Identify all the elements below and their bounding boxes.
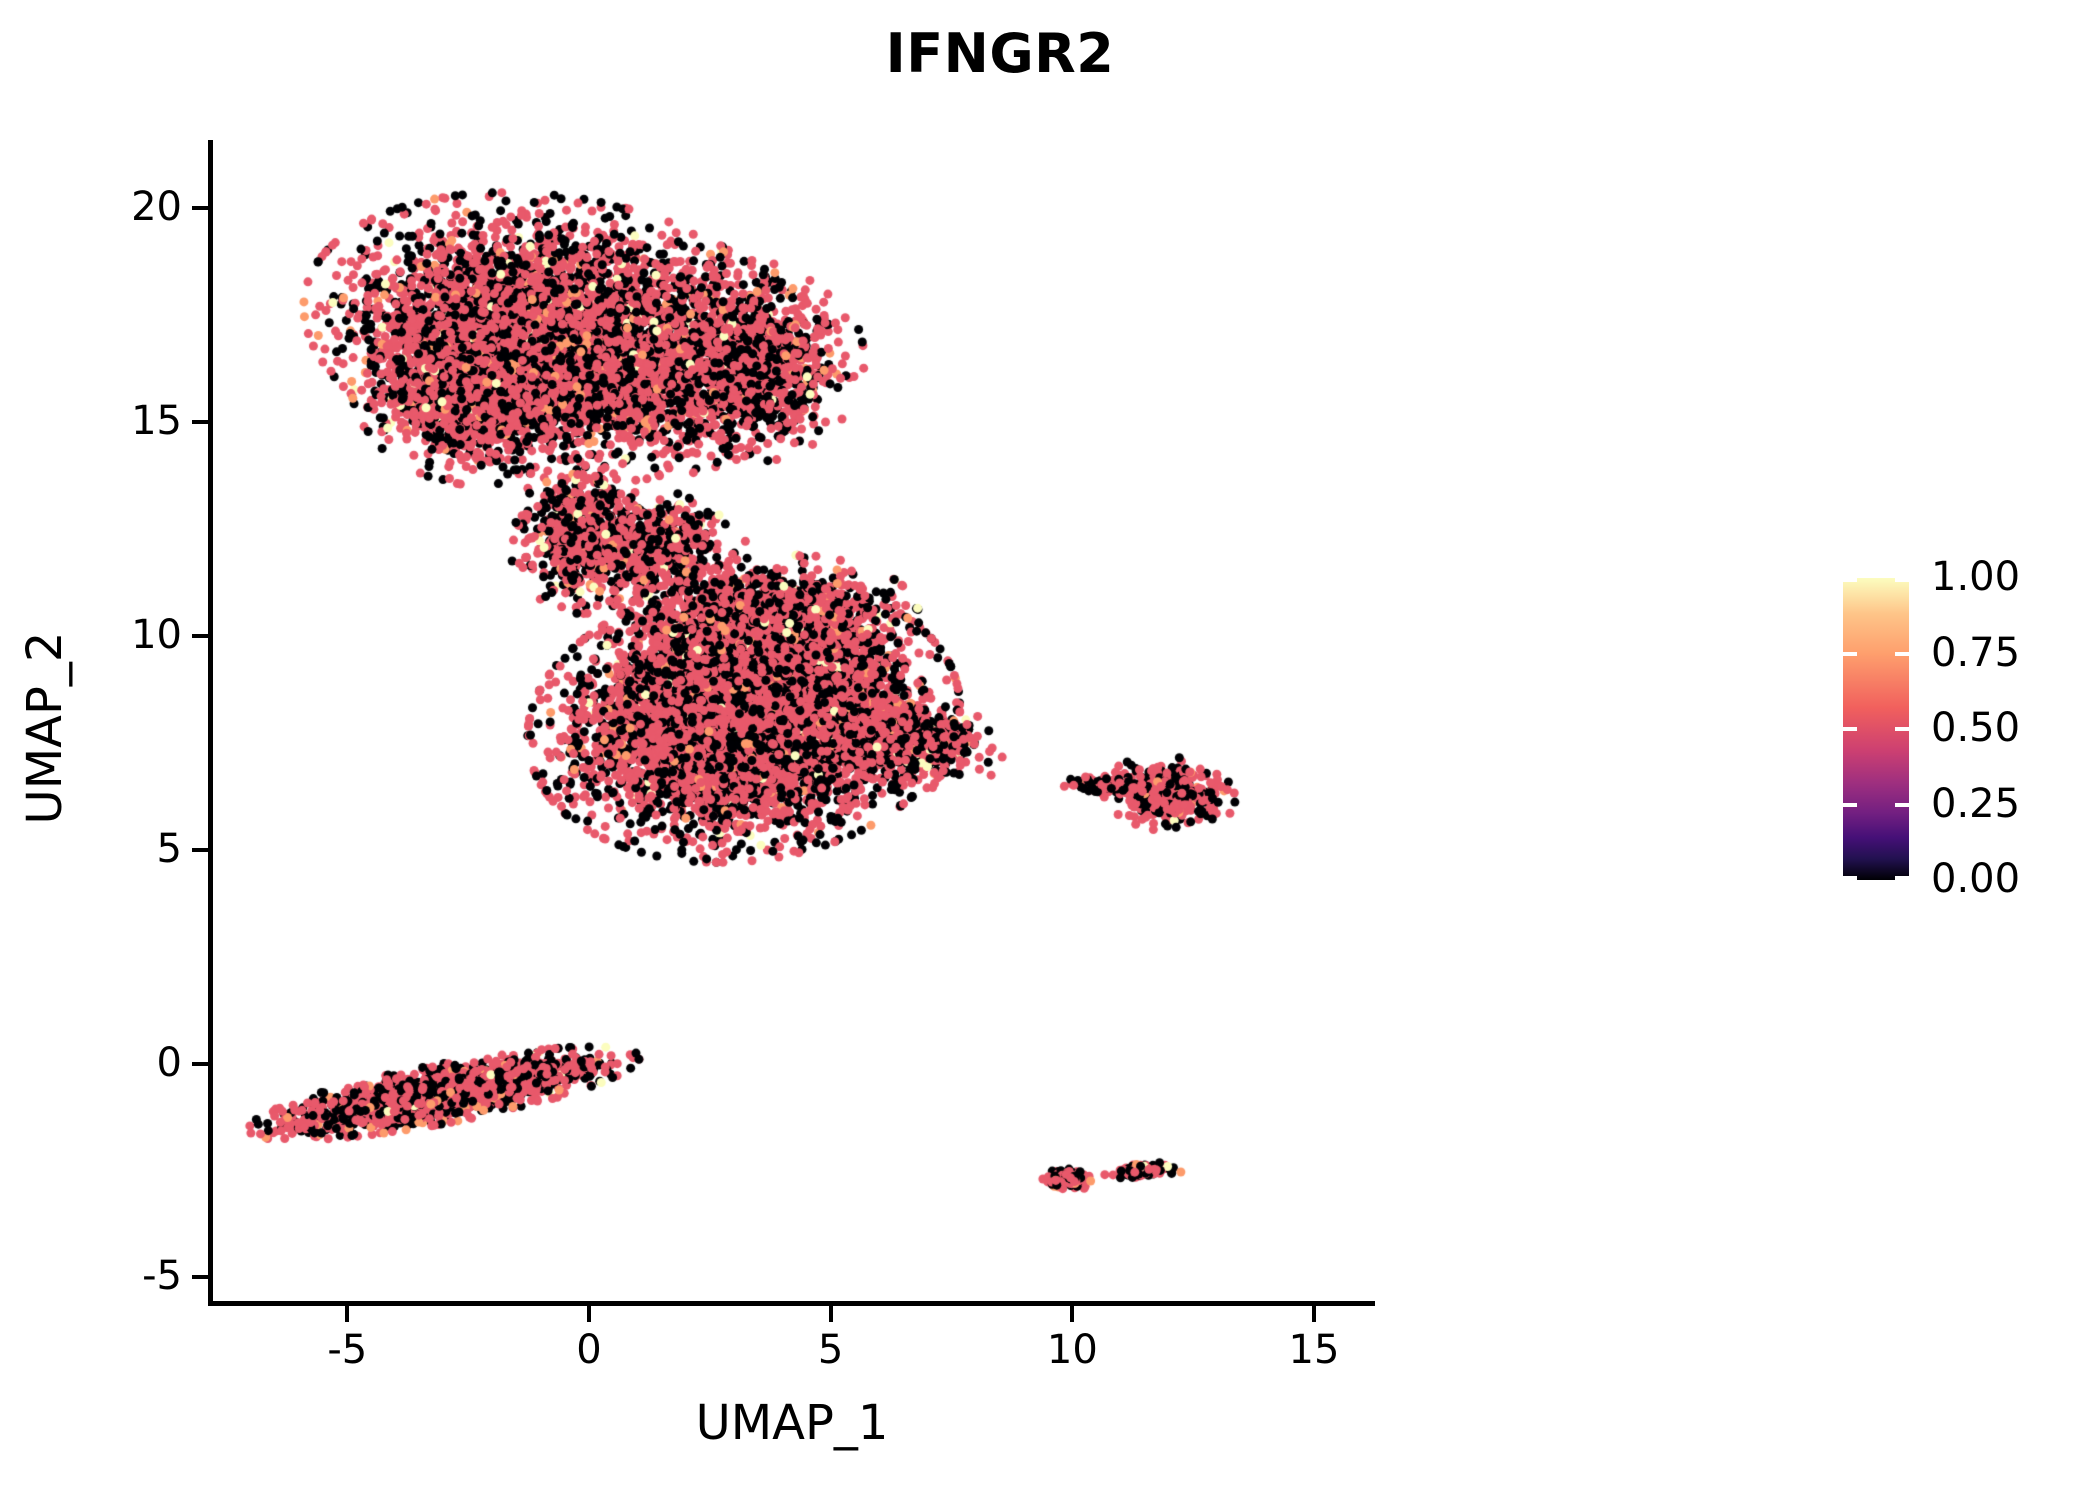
y-tick-label: 0 — [156, 1039, 182, 1086]
colorbar-tick-mark — [1895, 802, 1909, 807]
x-tick-mark — [587, 1306, 591, 1322]
y-tick-mark — [192, 206, 208, 211]
colorbar: 1.00 0.75 0.50 0.25 0.00 — [1843, 557, 2073, 899]
x-tick-label: 15 — [1288, 1327, 1340, 1373]
x-axis-label: UMAP_1 — [695, 1395, 889, 1451]
colorbar-tick-mark — [1843, 727, 1857, 731]
y-tick-label: 20 — [131, 184, 182, 231]
colorbar-tick-mark — [1843, 578, 1857, 582]
colorbar-tick-label: 0.75 — [1931, 629, 2021, 676]
y-tick-mark — [192, 633, 208, 638]
x-tick-label: -5 — [327, 1327, 368, 1373]
x-tick-mark — [828, 1306, 833, 1322]
colorbar-tick-mark — [1843, 802, 1857, 807]
colorbar-tick-mark — [1895, 651, 1909, 656]
x-tick-label: 10 — [1046, 1327, 1098, 1373]
x-tick-label: 5 — [817, 1327, 844, 1373]
scatter-points-layer — [212, 140, 1372, 1303]
x-tick-mark — [1070, 1306, 1075, 1322]
colorbar-tick-mark — [1843, 876, 1857, 880]
colorbar-tick-label: 0.25 — [1931, 780, 2021, 827]
colorbar-tick-mark — [1895, 876, 1909, 880]
y-axis-label: UMAP_2 — [17, 631, 73, 825]
y-axis-spine — [208, 140, 213, 1306]
colorbar-tick-mark — [1895, 578, 1909, 582]
y-tick-mark — [192, 847, 208, 852]
x-axis-spine — [208, 1301, 1375, 1306]
colorbar-tick-label: 0.50 — [1931, 705, 2021, 751]
y-tick-mark — [192, 420, 208, 425]
colorbar-tick-label: 0.00 — [1931, 856, 2021, 902]
colorbar-tick-label: 1.00 — [1931, 554, 2021, 600]
scatter-plot-area — [212, 140, 1372, 1303]
y-tick-mark — [192, 1061, 208, 1066]
x-tick-mark — [1312, 1306, 1316, 1322]
y-tick-label: 5 — [156, 825, 182, 872]
y-tick-label: 10 — [131, 611, 182, 658]
y-tick-label: -5 — [142, 1253, 182, 1300]
x-tick-label: 0 — [576, 1327, 602, 1373]
x-tick-mark — [345, 1306, 350, 1322]
y-tick-label: 15 — [131, 398, 182, 445]
y-tick-mark — [192, 1275, 208, 1280]
chart-title: IFNGR2 — [885, 22, 1115, 85]
colorbar-tick-mark — [1895, 727, 1909, 731]
colorbar-tick-mark — [1843, 651, 1857, 656]
